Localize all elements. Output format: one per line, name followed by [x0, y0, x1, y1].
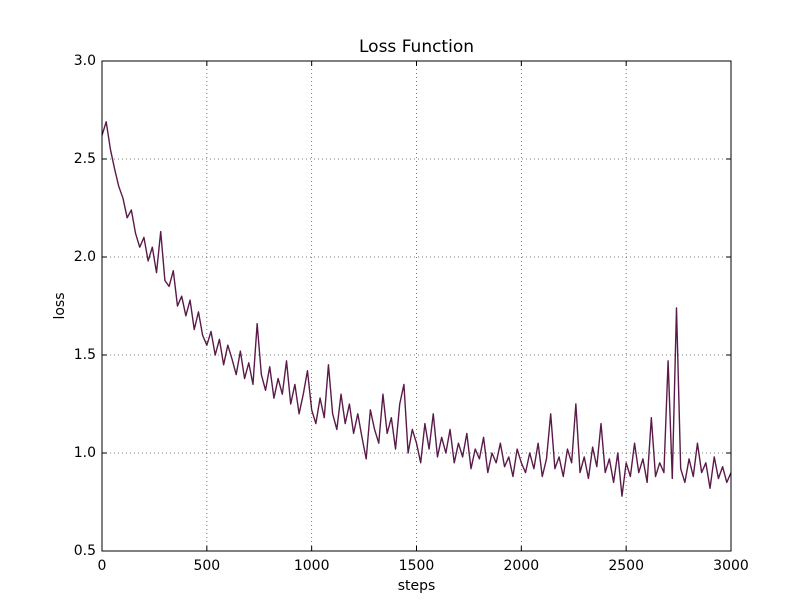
- loss-line: [101, 121, 732, 497]
- plot-frame: [101, 60, 732, 552]
- y-tick-label: 3.0: [74, 53, 96, 69]
- x-tick-label: 2000: [504, 558, 540, 574]
- x-axis-label: steps: [398, 578, 436, 594]
- y-tick-label: 2.0: [74, 249, 96, 265]
- y-axis-label: loss: [52, 292, 68, 319]
- x-tick-label: 2500: [608, 558, 644, 574]
- y-tick-label: 1.5: [74, 347, 96, 363]
- y-tick-label: 0.5: [74, 543, 96, 559]
- y-tick-label: 1.0: [74, 445, 96, 461]
- x-tick-label: 0: [98, 558, 107, 574]
- y-tick-label: 2.5: [74, 151, 96, 167]
- x-tick-label: 3000: [713, 558, 749, 574]
- x-tick-label: 1500: [399, 558, 435, 574]
- chart-title: Loss Function: [359, 37, 474, 57]
- x-tick-label: 1000: [294, 558, 330, 574]
- x-tick-label: 500: [193, 558, 220, 574]
